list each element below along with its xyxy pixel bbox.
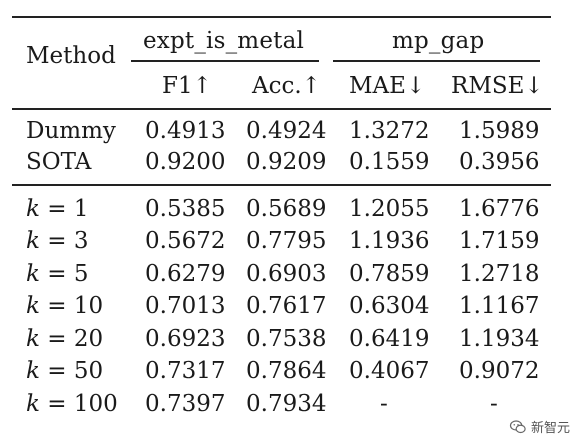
header-method: Method — [26, 43, 116, 69]
k-value: = 50 — [39, 358, 104, 384]
row-acc: 0.4924 — [246, 118, 327, 144]
row-method: k = 5 — [26, 260, 88, 288]
table-row-k20: k = 20 0.6923 0.7538 0.6419 1.1934 — [0, 325, 582, 353]
row-rmse: 1.7159 — [459, 228, 540, 254]
k-value: = 3 — [39, 228, 89, 254]
header-acc: Acc.↑ — [252, 73, 321, 99]
row-method: k = 50 — [26, 357, 103, 385]
k-value: = 100 — [39, 391, 118, 417]
row-acc: 0.6903 — [246, 261, 327, 287]
row-rmse: 0.9072 — [459, 358, 540, 384]
table-row-sota: SOTA 0.9200 0.9209 0.1559 0.3956 — [0, 148, 582, 176]
k-value: = 20 — [39, 326, 104, 352]
row-rmse: 1.6776 — [459, 196, 540, 222]
row-method: k = 100 — [26, 390, 118, 418]
k-symbol: k — [26, 391, 40, 417]
wechat-logo-icon — [509, 419, 526, 433]
row-mae: 0.6304 — [349, 293, 430, 319]
k-symbol: k — [26, 293, 40, 319]
row-mae: 0.6419 — [349, 326, 430, 352]
row-f1: 0.7013 — [145, 293, 226, 319]
header-mae: MAE↓ — [349, 73, 426, 99]
row-rmse: 1.1934 — [459, 326, 540, 352]
mid-rule — [12, 184, 551, 186]
table-row-k100: k = 100 0.7397 0.7934 - - — [0, 390, 582, 418]
row-rmse: 0.3956 — [459, 149, 540, 175]
table-row-k50: k = 50 0.7317 0.7864 0.4067 0.9072 — [0, 357, 582, 385]
row-rmse: 1.2718 — [459, 261, 540, 287]
table-row-k5: k = 5 0.6279 0.6903 0.7859 1.2718 — [0, 260, 582, 288]
row-f1: 0.9200 — [145, 149, 226, 175]
watermark-text: 新智元 — [530, 421, 570, 436]
row-mae: 1.1936 — [349, 228, 430, 254]
row-mae: - — [380, 391, 388, 417]
table-row-dummy: Dummy 0.4913 0.4924 1.3272 1.5989 — [0, 117, 582, 145]
row-acc: 0.7934 — [246, 391, 327, 417]
k-symbol: k — [26, 261, 40, 287]
row-acc: 0.7617 — [246, 293, 327, 319]
header-f1: F1↑ — [162, 73, 212, 99]
row-acc: 0.7538 — [246, 326, 327, 352]
row-method: k = 20 — [26, 325, 103, 353]
row-f1: 0.6923 — [145, 326, 226, 352]
group2-underline — [333, 60, 540, 62]
row-mae: 0.7859 — [349, 261, 430, 287]
k-symbol: k — [26, 326, 40, 352]
watermark: 新智元 — [504, 415, 574, 438]
row-f1: 0.4913 — [145, 118, 226, 144]
row-mae: 0.1559 — [349, 149, 430, 175]
row-acc: 0.5689 — [246, 196, 327, 222]
row-acc: 0.7864 — [246, 358, 327, 384]
row-f1: 0.5385 — [145, 196, 226, 222]
k-symbol: k — [26, 358, 40, 384]
row-method: SOTA — [26, 149, 92, 175]
row-rmse: 1.1167 — [459, 293, 540, 319]
table-row-k1: k = 1 0.5385 0.5689 1.2055 1.6776 — [0, 195, 582, 223]
k-symbol: k — [26, 228, 40, 254]
header-group-expt-is-metal: expt_is_metal — [143, 28, 305, 54]
row-method: Dummy — [26, 118, 116, 144]
row-f1: 0.6279 — [145, 261, 226, 287]
table-row-k3: k = 3 0.5672 0.7795 1.1936 1.7159 — [0, 227, 582, 255]
header-group-mp-gap: mp_gap — [392, 28, 485, 54]
row-mae: 1.2055 — [349, 196, 430, 222]
header-rmse: RMSE↓ — [451, 73, 544, 99]
row-mae: 1.3272 — [349, 118, 430, 144]
k-value: = 5 — [39, 261, 89, 287]
k-value: = 1 — [39, 196, 89, 222]
row-f1: 0.7317 — [145, 358, 226, 384]
row-mae: 0.4067 — [349, 358, 430, 384]
k-value: = 10 — [39, 293, 104, 319]
header-rule — [12, 108, 551, 110]
row-rmse: - — [490, 391, 498, 417]
row-method: k = 1 — [26, 195, 88, 223]
table-row-k10: k = 10 0.7013 0.7617 0.6304 1.1167 — [0, 292, 582, 320]
row-rmse: 1.5989 — [459, 118, 540, 144]
group1-underline — [131, 60, 319, 62]
top-rule — [12, 16, 551, 18]
row-acc: 0.7795 — [246, 228, 327, 254]
row-method: k = 3 — [26, 227, 88, 255]
row-method: k = 10 — [26, 292, 103, 320]
k-symbol: k — [26, 196, 40, 222]
row-f1: 0.7397 — [145, 391, 226, 417]
row-acc: 0.9209 — [246, 149, 327, 175]
row-f1: 0.5672 — [145, 228, 226, 254]
